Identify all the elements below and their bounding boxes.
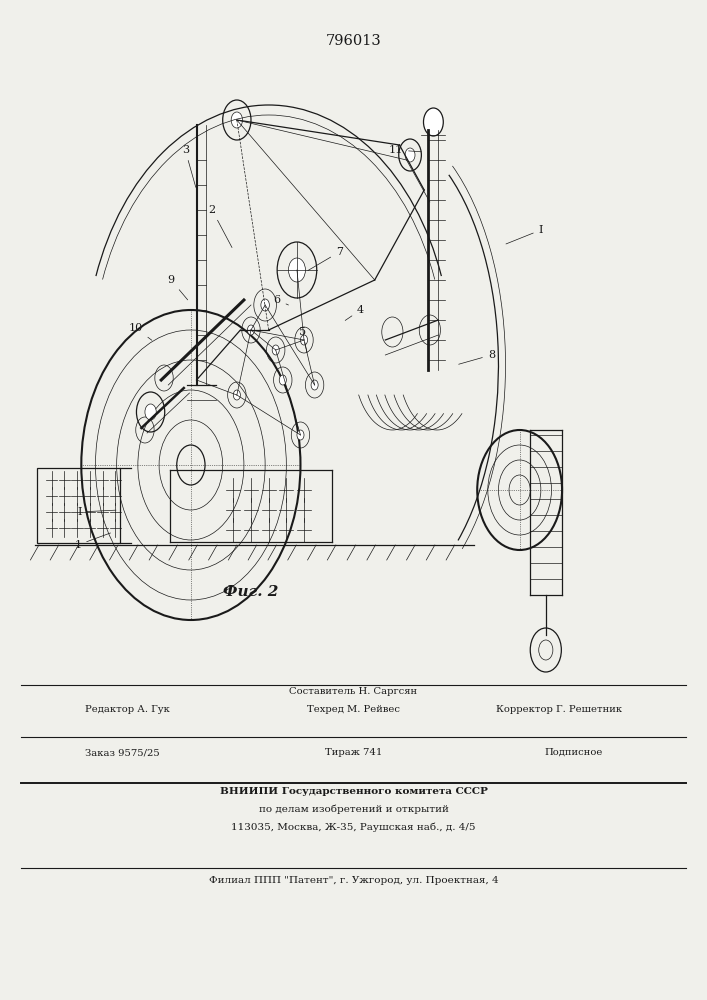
- Circle shape: [423, 108, 443, 136]
- Text: 8: 8: [459, 350, 495, 364]
- Text: Составитель Н. Саргсян: Составитель Н. Саргсян: [289, 687, 418, 696]
- Text: 113035, Москва, Ж-35, Раушская наб., д. 4/5: 113035, Москва, Ж-35, Раушская наб., д. …: [231, 823, 476, 832]
- Text: I: I: [506, 225, 543, 244]
- Text: Техред М. Рейвес: Техред М. Рейвес: [307, 705, 400, 714]
- Text: 5: 5: [299, 327, 307, 352]
- Text: 2: 2: [209, 205, 232, 248]
- Circle shape: [300, 335, 308, 345]
- Text: 9: 9: [168, 275, 187, 300]
- Text: Тираж 741: Тираж 741: [325, 748, 382, 757]
- Circle shape: [288, 258, 305, 282]
- Text: 7: 7: [308, 247, 343, 271]
- Text: Заказ 9575/25: Заказ 9575/25: [85, 748, 160, 757]
- Text: 11: 11: [389, 145, 421, 155]
- Text: I: I: [77, 507, 116, 517]
- Text: Подписное: Подписное: [544, 748, 603, 757]
- Text: 3: 3: [182, 145, 196, 187]
- Circle shape: [233, 390, 240, 400]
- Text: Корректор Г. Решетник: Корректор Г. Решетник: [496, 705, 622, 714]
- Circle shape: [247, 325, 255, 335]
- Circle shape: [261, 299, 269, 311]
- Circle shape: [145, 404, 156, 420]
- Circle shape: [231, 112, 243, 128]
- Text: 6: 6: [274, 295, 288, 305]
- Text: 796013: 796013: [326, 34, 381, 48]
- Text: 10: 10: [129, 323, 152, 340]
- Circle shape: [279, 375, 286, 385]
- Circle shape: [297, 430, 304, 440]
- Text: Фиг. 2: Фиг. 2: [223, 585, 279, 599]
- Circle shape: [272, 345, 279, 355]
- Text: ВНИИПИ Государственного комитета СССР: ВНИИПИ Государственного комитета СССР: [220, 787, 487, 796]
- Circle shape: [405, 148, 415, 162]
- Circle shape: [311, 380, 318, 390]
- Text: 1: 1: [74, 533, 110, 550]
- Text: по делам изобретений и открытий: по делам изобретений и открытий: [259, 805, 448, 814]
- Text: Редактор А. Гук: Редактор А. Гук: [85, 705, 170, 714]
- Text: Филиал ППП "Патент", г. Ужгород, ул. Проектная, 4: Филиал ППП "Патент", г. Ужгород, ул. Про…: [209, 876, 498, 885]
- Text: 4: 4: [345, 305, 364, 320]
- Bar: [37, 468, 120, 543]
